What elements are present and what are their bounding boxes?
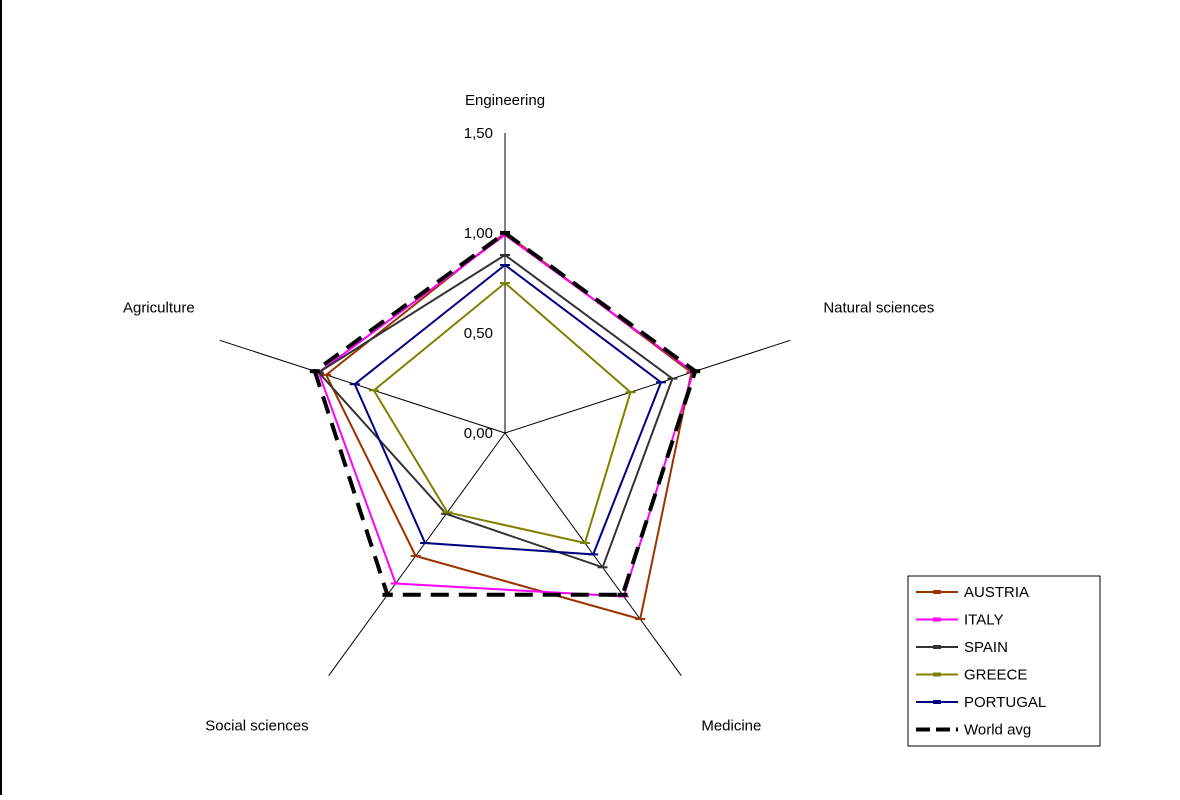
tick-label: 1,50 <box>464 125 493 142</box>
series-austria <box>324 231 693 621</box>
legend: AUSTRIA ITALY SPAIN GREECE PORTUGAL World avg <box>907 575 1101 747</box>
legend-box <box>907 575 1101 747</box>
series-layer <box>309 230 701 621</box>
category-label-social-sciences: Social sciences <box>205 718 308 735</box>
series-spain <box>317 253 674 569</box>
axis-spoke-social-sciences <box>328 432 506 676</box>
legend-label-greece: GREECE <box>964 667 1027 684</box>
category-label-medicine: Medicine <box>701 718 761 735</box>
legend-label-portugal: PORTUGAL <box>964 694 1046 711</box>
series-portugal <box>353 263 663 556</box>
axes-layer <box>219 133 791 676</box>
tick-label: 1,00 <box>464 225 493 242</box>
legend-label-world-avg: World avg <box>964 722 1031 739</box>
series-italy <box>317 233 695 598</box>
tick-label: 0,00 <box>464 425 493 442</box>
series-greece <box>372 281 632 545</box>
legend-label-italy: ITALY <box>964 612 1003 629</box>
frame-left-border <box>0 0 2 795</box>
axis-spoke-agriculture <box>219 339 506 434</box>
category-label-natural-sciences: Natural sciences <box>823 299 934 316</box>
axis-spoke-natural-sciences <box>504 339 791 434</box>
category-label-engineering: Engineering <box>465 92 545 109</box>
tick-label: 0,50 <box>464 325 493 342</box>
legend-label-spain: SPAIN <box>964 639 1008 656</box>
legend-label-austria: AUSTRIA <box>964 584 1029 601</box>
category-label-agriculture: Agriculture <box>123 299 195 316</box>
labels-layer: 0,00 0,50 1,00 1,50 Engineering Natural scien… <box>123 92 934 735</box>
